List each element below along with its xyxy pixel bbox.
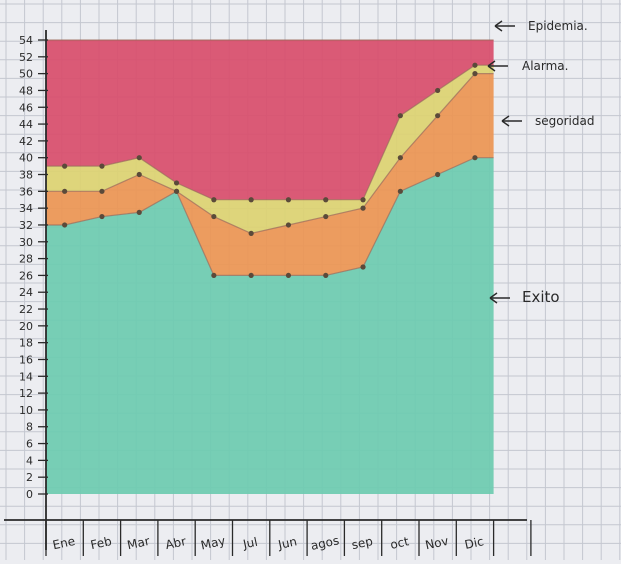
data-point-alarma (323, 197, 329, 203)
y-tick-label: 52 (19, 51, 33, 64)
data-point-exito (472, 155, 478, 161)
y-tick-label: 18 (19, 337, 33, 350)
data-point-segoridad (397, 155, 403, 161)
y-tick-label: 40 (19, 152, 33, 165)
x-tick-label: Mar (126, 534, 151, 552)
x-tick-label: Jul (241, 535, 259, 552)
y-tick-label: 0 (26, 488, 33, 501)
y-tick-label: 20 (19, 320, 33, 333)
y-tick-label: 38 (19, 169, 33, 182)
y-tick-label: 28 (19, 253, 33, 266)
x-tick-label: sep (350, 534, 374, 552)
data-point-exito (397, 188, 403, 194)
annotation-segoridad: segoridad (535, 114, 594, 128)
data-point-exito (136, 209, 142, 215)
data-point-segoridad (99, 188, 105, 194)
y-tick-label: 22 (19, 303, 33, 316)
y-tick-label: 8 (26, 421, 33, 434)
y-tick-label: 26 (19, 269, 33, 282)
y-tick-label: 50 (19, 68, 33, 81)
y-tick-label: 48 (19, 84, 33, 97)
band-segoridad (46, 73, 494, 276)
data-point-alarma (360, 197, 366, 203)
band-epidemia (46, 40, 494, 200)
data-point-alarma (99, 163, 105, 169)
y-tick-label: 6 (26, 438, 33, 451)
data-point-segoridad (173, 188, 180, 194)
data-point-alarma (435, 87, 441, 94)
data-point-exito (323, 272, 329, 279)
x-tick-label: Dic (463, 534, 485, 552)
series-line-alarma (46, 64, 494, 201)
arrow-head-segoridad (501, 115, 510, 127)
y-tick-label: 14 (19, 370, 33, 383)
data-point-alarma (472, 62, 478, 68)
y-tick-label: 32 (19, 219, 33, 232)
arrow-head-alarma (487, 60, 496, 72)
series-line-segoridad (46, 73, 494, 235)
series-line-exito (46, 157, 494, 276)
x-tick-label: Ene (51, 534, 76, 552)
data-point-segoridad (435, 113, 441, 119)
x-tick-label: Jun (276, 534, 298, 552)
y-tick-label: 10 (19, 404, 33, 417)
x-tick-label: Nov (424, 534, 450, 553)
y-tick-label: 30 (19, 236, 33, 249)
data-point-segoridad (248, 230, 254, 236)
data-point-exito (62, 222, 68, 228)
data-point-alarma (136, 155, 142, 161)
data-point-alarma (397, 113, 403, 119)
data-point-alarma (62, 163, 68, 169)
data-point-alarma (248, 197, 254, 203)
data-point-exito (99, 213, 105, 220)
data-point-segoridad (323, 213, 329, 220)
data-point-segoridad (211, 213, 217, 220)
data-point-segoridad (62, 188, 68, 194)
y-tick-label: 44 (19, 118, 33, 131)
y-tick-label: 54 (19, 34, 33, 47)
data-point-segoridad (285, 222, 292, 228)
arrow-head-exito (489, 292, 498, 304)
y-tick-label: 42 (19, 135, 33, 148)
x-tick-label: Feb (89, 534, 113, 552)
y-tick-label: 36 (19, 185, 33, 198)
x-tick-label: May (199, 534, 226, 553)
data-point-exito (435, 171, 441, 178)
data-point-exito (211, 272, 217, 279)
annotation-exito: Exito (522, 288, 560, 306)
data-point-exito (360, 264, 366, 270)
x-tick-label: Abr (164, 534, 187, 552)
y-tick-label: 34 (19, 202, 33, 215)
data-point-exito (248, 272, 254, 279)
data-point-alarma (285, 197, 292, 203)
x-tick-label: agos (309, 533, 340, 553)
y-tick-label: 2 (26, 471, 33, 484)
data-point-segoridad (472, 71, 478, 77)
annotation-epidemia: Epidemia. (528, 19, 588, 33)
data-point-segoridad (136, 171, 142, 178)
y-tick-label: 46 (19, 101, 33, 114)
data-point-segoridad (360, 205, 366, 211)
y-tick-label: 12 (19, 387, 33, 400)
x-tick-label: oct (389, 534, 410, 552)
y-tick-label: 16 (19, 353, 33, 366)
annotation-alarma: Alarma. (522, 59, 568, 73)
data-point-alarma (173, 180, 180, 186)
data-point-alarma (211, 197, 217, 203)
y-tick-label: 24 (19, 286, 33, 299)
data-point-exito (285, 272, 292, 279)
y-tick-label: 4 (26, 454, 33, 467)
band-exito (46, 157, 494, 494)
arrow-head-epidemia (494, 20, 503, 32)
